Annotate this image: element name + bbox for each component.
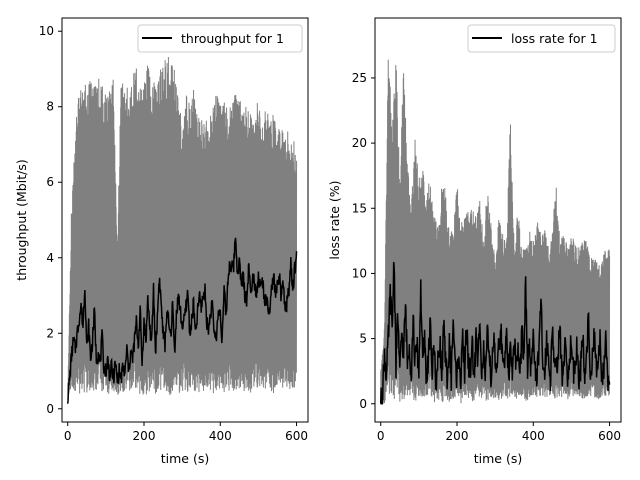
throughput-legend-label: throughput for 1 <box>181 31 284 46</box>
loss-rate-chart: 0 200 400 600 0 5 10 15 20 25 time (s) loss rate … <box>327 17 622 466</box>
loss-rate-x-tick-label: 200 <box>446 429 469 443</box>
throughput-y-tick-label: 6 <box>46 175 54 189</box>
loss-rate-legend-box <box>467 24 616 53</box>
loss-rate-y-tick-label: 20 <box>352 136 367 150</box>
loss-rate-series-layer <box>379 59 611 405</box>
throughput-mean-series <box>66 237 298 404</box>
loss-rate-envelope-series <box>380 59 611 404</box>
throughput-axes-frame <box>61 17 309 423</box>
throughput-y-axis-label: throughput (Mbit/s) <box>14 159 29 280</box>
loss-rate-x-tick-label: 0 <box>377 429 385 443</box>
loss-rate-ticks-layer: 0 200 400 600 0 5 10 15 20 25 <box>352 71 621 443</box>
loss-rate-y-tick-label: 5 <box>359 332 367 346</box>
loss-rate-y-axis-label: loss rate (%) <box>327 180 342 259</box>
throughput-legend-box <box>137 24 303 53</box>
throughput-y-tick-label: 2 <box>46 326 54 340</box>
loss-rate-y-tick-label: 0 <box>359 397 367 411</box>
loss-rate-mean-series <box>379 261 611 405</box>
throughput-series-layer <box>66 57 298 404</box>
throughput-y-tick-label: 4 <box>46 251 54 265</box>
loss-rate-axes-frame <box>374 17 622 423</box>
throughput-y-tick-label: 0 <box>46 402 54 416</box>
loss-rate-x-axis-label: time (s) <box>474 451 522 466</box>
loss-rate-y-tick-label: 15 <box>352 201 367 215</box>
throughput-x-axis-label: time (s) <box>161 451 209 466</box>
loss-rate-y-tick-label: 25 <box>352 71 367 85</box>
throughput-ticks-layer: 0 200 400 600 0 2 4 6 8 10 <box>39 24 308 443</box>
throughput-y-tick-label: 10 <box>39 24 54 38</box>
loss-rate-legend-label: loss rate for 1 <box>511 31 598 46</box>
throughput-x-tick-label: 400 <box>209 429 232 443</box>
throughput-x-tick-label: 600 <box>285 429 308 443</box>
throughput-x-tick-label: 0 <box>64 429 72 443</box>
throughput-legend: throughput for 1 <box>137 24 303 53</box>
throughput-envelope-series <box>67 57 298 400</box>
throughput-chart: 0 200 400 600 0 2 4 6 8 10 time (s) throughput (M… <box>14 17 309 466</box>
loss-rate-legend: loss rate for 1 <box>467 24 616 53</box>
throughput-y-tick-label: 8 <box>46 100 54 114</box>
loss-rate-x-tick-label: 400 <box>522 429 545 443</box>
throughput-x-tick-label: 200 <box>133 429 156 443</box>
loss-rate-y-tick-label: 10 <box>352 266 367 280</box>
loss-rate-x-tick-label: 600 <box>598 429 621 443</box>
